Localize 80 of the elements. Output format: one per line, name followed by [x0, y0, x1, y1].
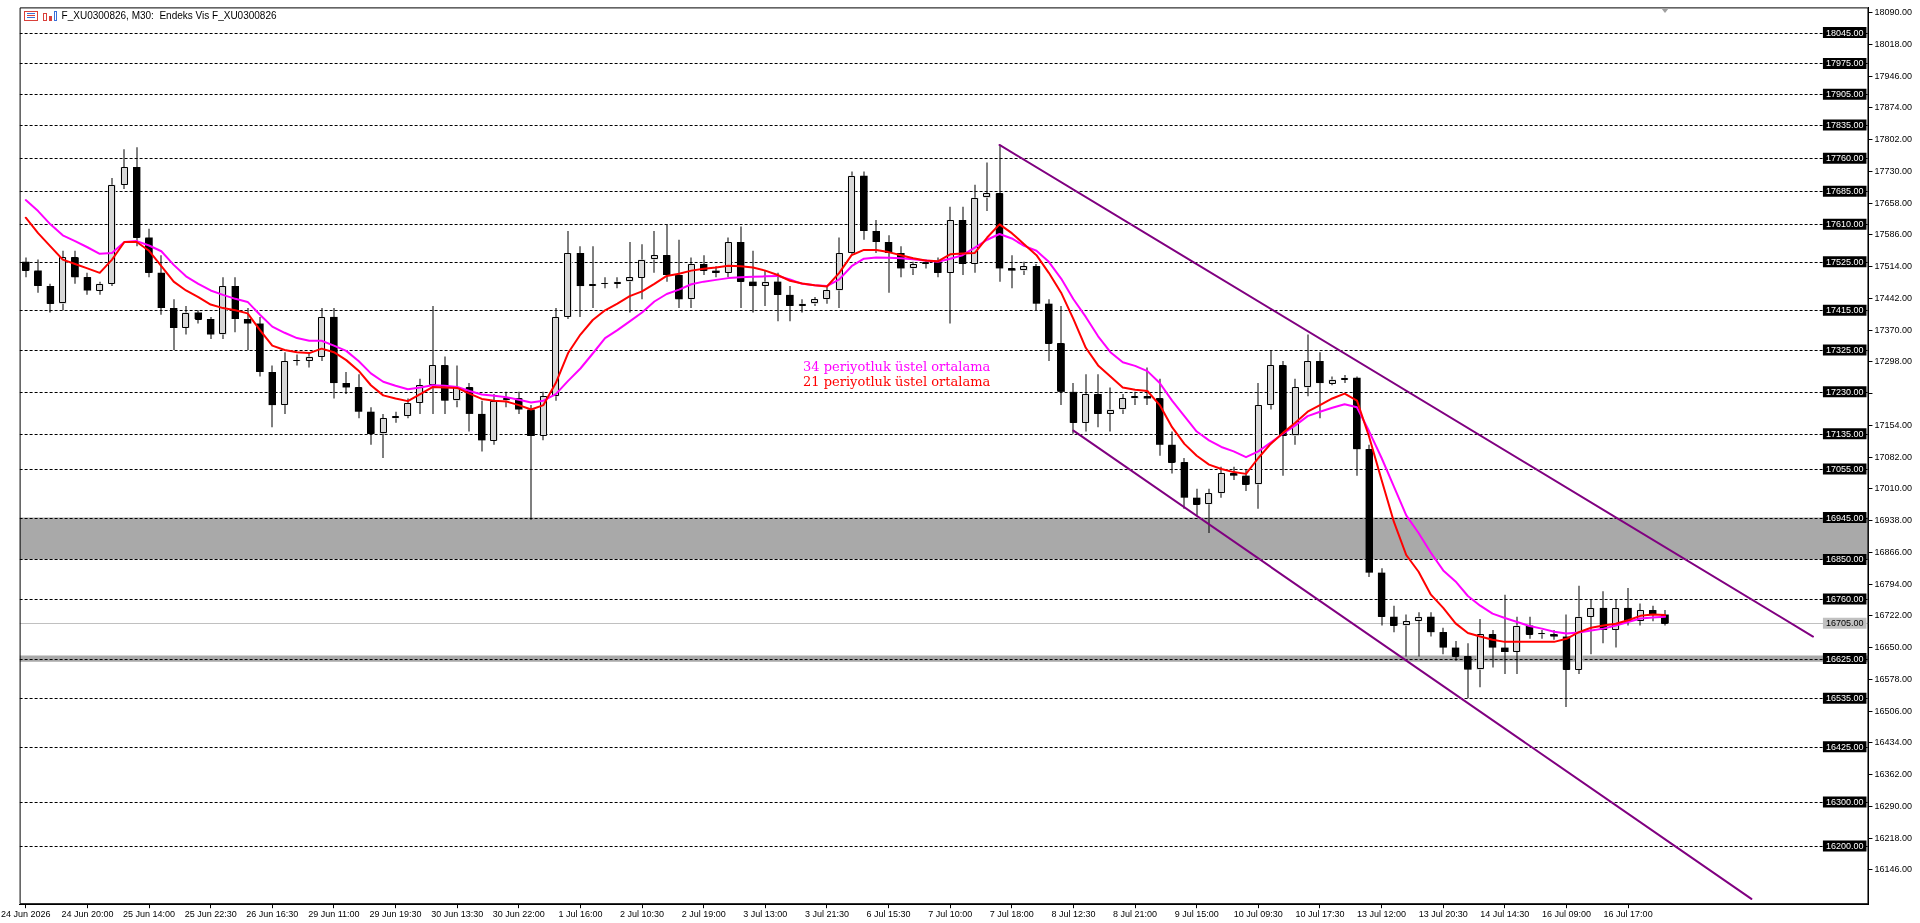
- x-tick-label: 6 Jul 15:30: [866, 909, 911, 920]
- y-tick-label: 16866.00: [1874, 546, 1913, 557]
- x-tick-label: 2 Jul 10:30: [620, 909, 665, 920]
- y-tick-label: 16362.00: [1874, 769, 1913, 780]
- chart-title: F_XU0300826, M30: Endeks Vis F_XU0300826: [61, 10, 277, 22]
- ref-line-label: 16535.00: [1825, 693, 1864, 704]
- ref-line-label: 17905.00: [1825, 89, 1864, 100]
- x-tick-label: 25 Jun 14:00: [123, 909, 176, 920]
- y-tick-label: 17874.00: [1874, 102, 1913, 113]
- y-tick-label: 16578.00: [1874, 673, 1913, 684]
- x-tick-label: 29 Jun 19:30: [369, 909, 422, 920]
- y-tick-label: 17370.00: [1874, 324, 1913, 335]
- y-tick-label: 16650.00: [1874, 642, 1913, 653]
- y-tick-label: 17946.00: [1874, 70, 1913, 81]
- y-tick-label: 17658.00: [1874, 197, 1913, 208]
- y-tick-label: 16722.00: [1874, 610, 1913, 621]
- x-tick-label: 30 Jun 13:30: [431, 909, 484, 920]
- x-tick-label: 8 Jul 21:00: [1113, 909, 1158, 920]
- ref-line-label: 17975.00: [1825, 58, 1864, 69]
- x-tick-label: 10 Jul 09:30: [1233, 909, 1283, 920]
- text: 21 periyotluk üstel ortalama: [803, 373, 991, 389]
- y-tick-label: 17514.00: [1874, 261, 1913, 272]
- x-tick-label: 26 Jun 16:30: [246, 909, 299, 920]
- ref-line-label: 16625.00: [1825, 653, 1864, 664]
- ref-line-label: 17760.00: [1825, 153, 1864, 164]
- ref-line-label: 17230.00: [1825, 386, 1864, 397]
- x-tick-label: 1 Jul 16:00: [558, 909, 603, 920]
- y-tick-label: 17802.00: [1874, 134, 1913, 145]
- y-tick-label: 16938.00: [1874, 515, 1913, 526]
- x-tick-label: 13 Jul 20:30: [1418, 909, 1468, 920]
- x-tick-label: 3 Jul 21:30: [804, 909, 849, 920]
- ref-line-label: 17135.00: [1825, 428, 1864, 439]
- ref-line-label: 17055.00: [1825, 464, 1864, 475]
- ref-line-label: 17835.00: [1825, 120, 1864, 131]
- x-tick-label: 29 Jun 11:00: [308, 909, 360, 920]
- x-tick-label: 2 Jul 19:00: [681, 909, 726, 920]
- y-tick-label: 16290.00: [1874, 800, 1913, 811]
- ref-line-label: 16850.00: [1825, 554, 1864, 565]
- y-tick-label: 16218.00: [1874, 832, 1913, 843]
- x-tick-label: 9 Jul 15:00: [1174, 909, 1219, 920]
- x-tick-label: 13 Jul 12:00: [1357, 909, 1407, 920]
- x-tick-label: 7 Jul 10:00: [928, 909, 973, 920]
- x-tick-label: 16 Jul 17:00: [1603, 909, 1653, 920]
- y-tick-label: 17010.00: [1874, 483, 1913, 494]
- ref-line-label: 17685.00: [1825, 186, 1864, 197]
- candlestick: [1414, 612, 1423, 657]
- x-tick-label: 14 Jul 14:30: [1480, 909, 1530, 920]
- y-tick-label: 17442.00: [1874, 292, 1913, 303]
- ref-line-label: 18045.00: [1825, 27, 1864, 38]
- y-tick-label: 17298.00: [1874, 356, 1913, 367]
- ref-line-label: 16425.00: [1825, 741, 1864, 752]
- y-tick-label: 18018.00: [1874, 38, 1913, 49]
- y-tick-label: 16794.00: [1874, 578, 1913, 589]
- y-tick-label: 17154.00: [1874, 419, 1913, 430]
- ref-line-label: 16300.00: [1825, 796, 1864, 807]
- ref-line-label: 16945.00: [1825, 512, 1864, 523]
- x-tick-label: 3 Jul 13:00: [743, 909, 788, 920]
- x-tick-label: 16 Jul 09:00: [1541, 909, 1592, 920]
- x-tick-label: 25 Jun 22:30: [184, 909, 237, 920]
- x-tick-label: 24 Jun 20:00: [61, 909, 114, 920]
- ref-line-label: 17525.00: [1825, 256, 1864, 267]
- x-tick-label: 8 Jul 12:30: [1051, 909, 1096, 920]
- y-tick-label: 17586.00: [1874, 229, 1913, 240]
- x-tick-label: 10 Jul 17:30: [1295, 909, 1345, 920]
- y-tick-label: 16146.00: [1874, 864, 1913, 875]
- x-tick-label: 24 Jun 2026: [1, 909, 51, 920]
- y-tick-label: 18090.00: [1874, 7, 1913, 18]
- ref-line-label: 16760.00: [1825, 594, 1864, 605]
- y-tick-label: 16506.00: [1874, 705, 1913, 716]
- y-tick-label: 16434.00: [1874, 737, 1913, 748]
- ref-line-label: 16705.00: [1825, 618, 1864, 629]
- x-tick-label: 7 Jul 18:00: [989, 909, 1034, 920]
- y-tick-label: 17730.00: [1874, 165, 1913, 176]
- ref-line-label: 17610.00: [1825, 219, 1864, 230]
- x-tick-label: 30 Jun 22:00: [492, 909, 545, 920]
- ref-line-label: 17325.00: [1825, 344, 1864, 355]
- y-tick-label: 17082.00: [1874, 451, 1913, 462]
- ref-line-label: 17415.00: [1825, 305, 1864, 316]
- text: 34 periyotluk üstel ortalama: [803, 358, 991, 374]
- ref-line-label: 16200.00: [1825, 840, 1864, 851]
